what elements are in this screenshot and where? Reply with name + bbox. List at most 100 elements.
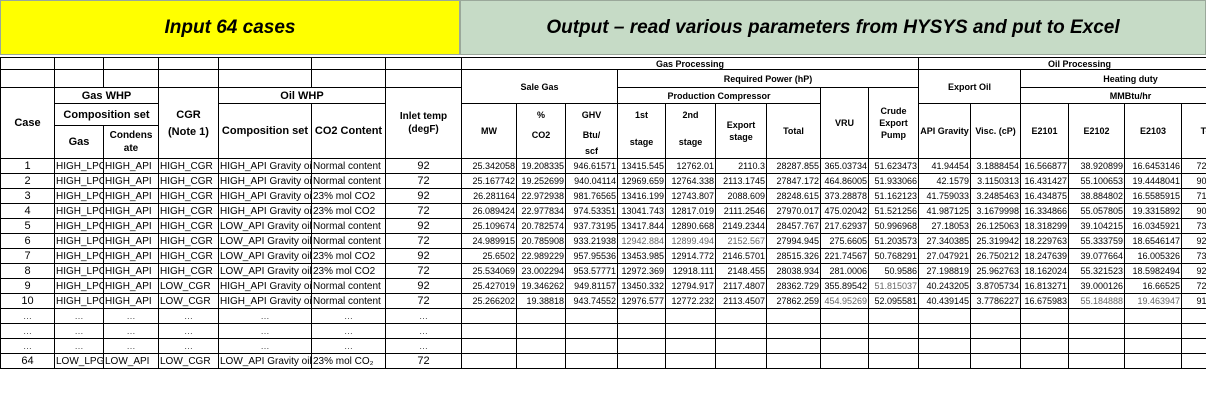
data-cell: 3.8705734 <box>970 278 1022 294</box>
data-cell: 937.73195 <box>565 218 618 234</box>
data-cell: 933.21938 <box>565 233 618 249</box>
data-cell: 16.434875 <box>1020 188 1070 204</box>
data-cell: HIGH_LPG <box>54 218 104 234</box>
data-cell: HIGH_LPG <box>54 188 104 204</box>
data-cell: 26.750212 <box>970 248 1022 264</box>
vru-header: VRU <box>820 87 869 159</box>
data-cell: 90.724261 <box>1181 203 1206 219</box>
output-banner: Output – read various parameters from HY… <box>460 0 1206 55</box>
data-cell: 28457.767 <box>766 218 821 234</box>
note1-subheader: (Note 1) <box>158 125 219 159</box>
data-cell: 28038.934 <box>766 263 821 279</box>
data-cell: 13415.545 <box>617 158 666 174</box>
data-cell: 16.813271 <box>1020 278 1070 294</box>
case-header: Case <box>0 87 55 159</box>
data-cell: 12762.01 <box>665 158 716 174</box>
data-cell: 13453.985 <box>617 248 666 264</box>
data-cell: 25.342058 <box>461 158 517 174</box>
data-cell: 16.005326 <box>1124 248 1183 264</box>
data-cell: 2148.455 <box>715 263 767 279</box>
data-cell: 51.203573 <box>867 233 920 249</box>
data-cell: 16.6453146 <box>1124 158 1183 174</box>
data-cell: 72 <box>385 263 462 279</box>
data-cell: 72.133091 <box>1181 158 1206 174</box>
data-cell: HIGH_CGR <box>158 263 219 279</box>
data-cell: 12794.917 <box>665 278 716 294</box>
ellipsis-cell: … <box>103 338 159 354</box>
data-cell: 28287.855 <box>766 158 821 174</box>
data-cell: 217.62937 <box>820 218 869 234</box>
inlet-temp-header: Inlet temp (degF) <box>385 87 462 159</box>
ellipsis-cell: … <box>54 338 104 354</box>
data-cell: 38.884802 <box>1068 188 1126 204</box>
data-cell: 2152.567 <box>715 233 767 249</box>
data-cell: 16.675983 <box>1020 293 1070 309</box>
data-cell: 2088.609 <box>715 188 767 204</box>
data-cell: 12890.668 <box>665 218 716 234</box>
data-cell: 20.785908 <box>516 233 566 249</box>
data-cell: 25.427019 <box>461 278 517 294</box>
data-cell: 18.6546147 <box>1124 233 1183 249</box>
data-cell: 40.243205 <box>918 278 972 294</box>
ellipsis-cell: … <box>54 308 104 324</box>
data-cell: 51.623473 <box>867 158 920 174</box>
data-cell: 18.318299 <box>1020 218 1070 234</box>
data-cell: 23% mol CO2 <box>311 248 386 264</box>
data-cell: Normal content <box>311 158 386 174</box>
data-cell: 12817.019 <box>665 203 716 219</box>
data-cell: 19.252699 <box>516 173 566 189</box>
data-cell: 981.76565 <box>565 188 618 204</box>
data-cell: 42.1579 <box>918 173 972 189</box>
data-cell: 27.047921 <box>918 248 972 264</box>
data-cell: HIGH_API Gravity oil <box>218 293 312 309</box>
data-cell: 27862.259 <box>766 293 821 309</box>
data-cell: 2146.5701 <box>715 248 767 264</box>
case-number-cell: 7 <box>0 248 55 264</box>
data-cell: 41.987125 <box>918 203 972 219</box>
data-cell: HIGH_API Gravity oil <box>218 203 312 219</box>
data-cell: 91.324818 <box>1181 293 1206 309</box>
ellipsis-cell: … <box>311 323 386 339</box>
data-cell: 38.920899 <box>1068 158 1126 174</box>
data-cell: 23.002294 <box>516 263 566 279</box>
sale-gas-header: Sale Gas <box>461 69 618 104</box>
data-cell: 16.0345921 <box>1124 218 1183 234</box>
oil-processing-header: Oil Processing <box>918 57 1206 70</box>
data-cell: LOW_API Gravity oil <box>218 233 312 249</box>
data-cell: 13416.199 <box>617 188 666 204</box>
data-cell: LOW_CGR <box>158 278 219 294</box>
data-cell: 3.1150313 <box>970 173 1022 189</box>
data-cell: 51.815037 <box>867 278 920 294</box>
data-cell: HIGH_LPG <box>54 158 104 174</box>
data-cell: HIGH_LPG <box>54 203 104 219</box>
data-cell: 946.61571 <box>565 158 618 174</box>
data-cell: LOW_LPG <box>54 353 104 369</box>
data-cell: 13450.332 <box>617 278 666 294</box>
data-cell: 92.218137 <box>1181 233 1206 249</box>
e2101-header: E2101 <box>1020 103 1070 159</box>
data-cell: 41.94454 <box>918 158 972 174</box>
data-cell: HIGH_API <box>103 278 159 294</box>
data-cell: 25.534069 <box>461 263 517 279</box>
data-cell: 2111.2546 <box>715 203 767 219</box>
data-cell: HIGH_CGR <box>158 203 219 219</box>
ellipsis-cell: … <box>218 323 312 339</box>
table-row: 7 HIGH_LPG HIGH_API HIGH_CGR LOW_API Gravity… <box>0 248 1206 264</box>
data-cell: HIGH_API <box>103 173 159 189</box>
data-cell: 50.9586 <box>867 263 920 279</box>
data-cell: 50.768291 <box>867 248 920 264</box>
data-cell: 52.095581 <box>867 293 920 309</box>
cgr-header: CGR <box>158 103 219 126</box>
data-cell: 51.162123 <box>867 188 920 204</box>
table-row: 4 HIGH_LPG HIGH_API HIGH_CGR HIGH_API Gravit… <box>0 203 1206 219</box>
table-body: 1 HIGH_LPG HIGH_API HIGH_CGR HIGH_API Gravit… <box>0 158 1206 369</box>
data-cell: 2117.4807 <box>715 278 767 294</box>
data-cell: 24.989915 <box>461 233 517 249</box>
data-cell: 50.996968 <box>867 218 920 234</box>
case-number-cell: 5 <box>0 218 55 234</box>
heating-duty-header: Heating duty <box>1020 69 1206 88</box>
gas-processing-header: Gas Processing <box>460 57 920 70</box>
data-cell: HIGH_API <box>103 158 159 174</box>
data-cell: HIGH_API <box>103 188 159 204</box>
power-total-header: Total <box>766 103 821 159</box>
